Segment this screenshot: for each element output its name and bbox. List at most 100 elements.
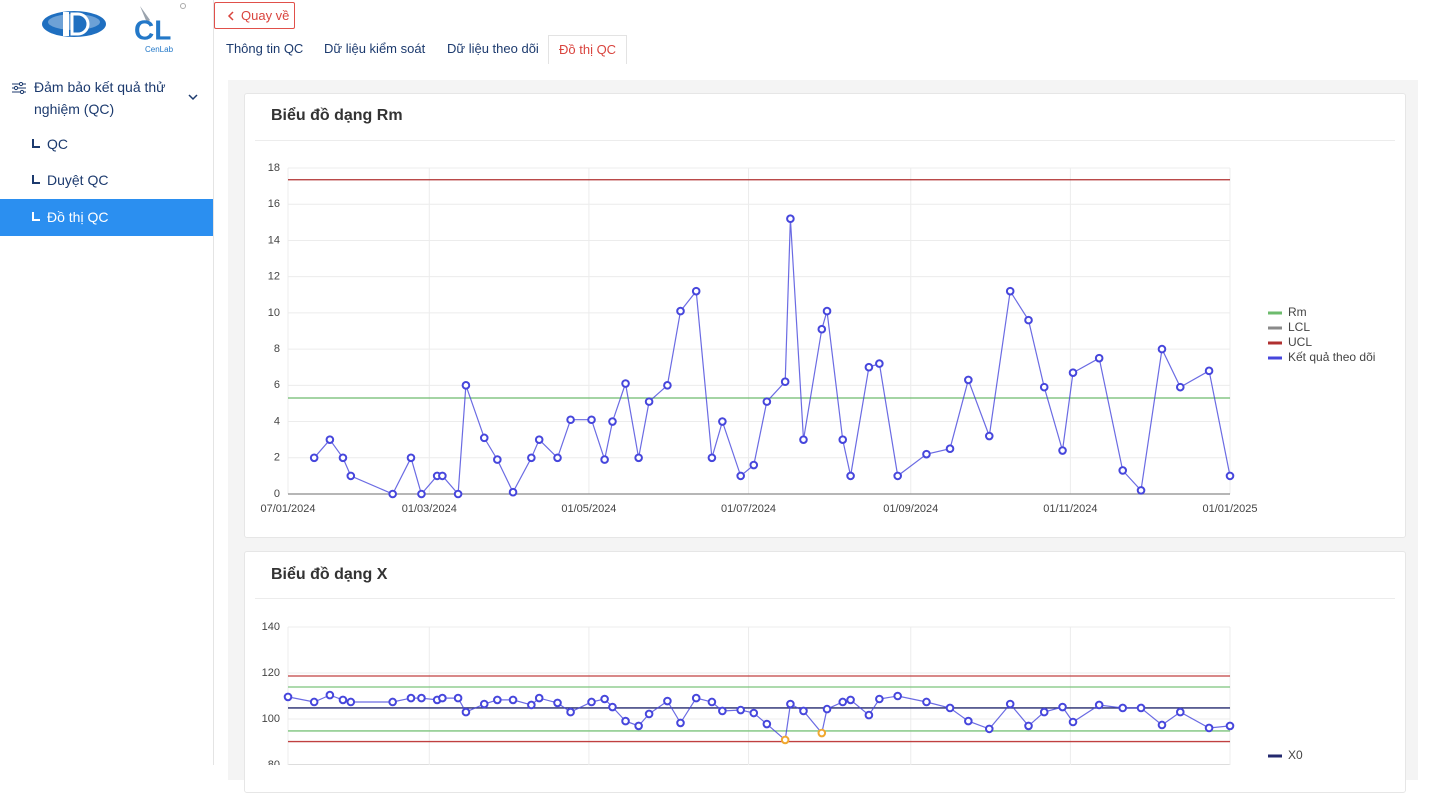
data-point [893, 471, 902, 481]
data-point [799, 706, 808, 716]
data-point [1225, 471, 1235, 481]
menu-item[interactable]: QC [0, 126, 213, 163]
data-point [634, 453, 643, 463]
data-point [309, 453, 319, 463]
data-point [1204, 723, 1214, 733]
data-point [838, 435, 848, 444]
data-point [406, 693, 416, 703]
legend-label: UCL [1288, 335, 1312, 349]
y-tick-label: 120 [262, 667, 280, 679]
chevron-down [188, 94, 198, 101]
data-point [1157, 344, 1167, 354]
data-point [786, 699, 795, 709]
tab[interactable]: Đồ thị QC [548, 35, 628, 64]
data-point [587, 697, 596, 707]
data-point [644, 397, 654, 406]
data-point [527, 453, 536, 463]
data-point [691, 693, 701, 703]
data-point [417, 489, 426, 499]
x-tick-label: 01/11/2024 [1043, 503, 1097, 515]
data-point [325, 435, 335, 444]
back-icon [227, 11, 234, 21]
data-point [736, 705, 745, 715]
data-point [864, 362, 874, 372]
y-tick-label: 16 [268, 198, 280, 210]
x-tick-label: 01/01/2025 [1202, 503, 1257, 515]
data-point [893, 691, 902, 701]
data-point [527, 700, 536, 710]
x-tick-label: 01/03/2024 [402, 503, 457, 515]
data-point [1175, 382, 1185, 392]
data-point [676, 718, 685, 728]
data-point [608, 702, 617, 712]
data-point [846, 471, 855, 481]
data-point [1204, 366, 1214, 376]
y-tick-label: 8 [274, 343, 280, 355]
tab[interactable]: Dữ liệu theo dõi [447, 41, 539, 56]
logos: CL CenLab [42, 3, 186, 54]
y-tick-label: 100 [262, 713, 280, 725]
sidebar: CL CenLab Đảm bảo kết quả thử nghiệm (QC… [0, 0, 214, 765]
tab[interactable]: Dữ liệu kiểm soát [324, 41, 426, 56]
data-point [1094, 700, 1104, 710]
data-point [945, 703, 955, 713]
back-label: Quay về [241, 8, 290, 23]
data-point [621, 379, 630, 388]
card-title: Biểu đồ dạng Rm [271, 107, 403, 124]
data-point [663, 381, 672, 390]
data-point [663, 696, 672, 706]
y-tick-label: 10 [268, 307, 280, 319]
legend-label: Rm [1288, 305, 1307, 319]
data-point [1068, 717, 1078, 727]
data-point [338, 695, 348, 705]
card-title: Biểu đồ dạng X [271, 566, 388, 583]
data-point [964, 375, 973, 385]
menu-item[interactable]: Duyệt QC [0, 162, 213, 199]
y-tick-label: 6 [274, 379, 280, 391]
data-point [691, 286, 701, 296]
data-point [984, 431, 994, 441]
data-point [1005, 699, 1015, 709]
data-point [566, 415, 575, 425]
back-button[interactable]: Quay về [214, 2, 295, 29]
x-tick-label: 01/05/2024 [561, 503, 616, 515]
data-point [621, 716, 630, 726]
data-point [817, 728, 827, 738]
data-point [534, 693, 544, 703]
logo-text: CL [134, 14, 171, 45]
x-tick-label: 01/07/2024 [721, 503, 776, 515]
menu-item-label: Duyệt QC [47, 172, 109, 188]
data-point [508, 695, 518, 705]
data-point [838, 697, 848, 707]
y-tick-label: 14 [268, 234, 280, 246]
data-point [736, 471, 745, 481]
y-tick-label: 12 [268, 271, 280, 283]
data-point [786, 214, 795, 224]
data-point [600, 455, 609, 464]
data-point [945, 444, 955, 454]
legend-label: LCL [1288, 320, 1310, 334]
data-point [479, 433, 489, 443]
data-point [1024, 721, 1033, 731]
data-point [707, 697, 717, 707]
x-tick-label: 01/09/2024 [883, 503, 938, 515]
data-point [406, 453, 416, 463]
y-tick-label: 140 [262, 621, 280, 633]
menu-item-label: QC [47, 136, 68, 152]
menu-item[interactable]: Đồ thị QC [0, 199, 213, 236]
menu-group-label: Đảm bảo kết quả thử nghiệm (QC) [34, 79, 166, 117]
data-point [780, 377, 790, 387]
data-point [388, 489, 397, 499]
data-point [346, 471, 356, 481]
filter-icon [12, 82, 26, 94]
data-point [309, 697, 319, 707]
menu-item-label: Đồ thị QC [47, 209, 109, 225]
series-line [313, 218, 1231, 496]
data-point [1039, 382, 1049, 392]
data-point [1005, 286, 1015, 296]
data-point [964, 716, 973, 726]
data-point [707, 453, 717, 463]
tab[interactable]: Thông tin QC [226, 41, 304, 56]
data-point [846, 695, 855, 705]
